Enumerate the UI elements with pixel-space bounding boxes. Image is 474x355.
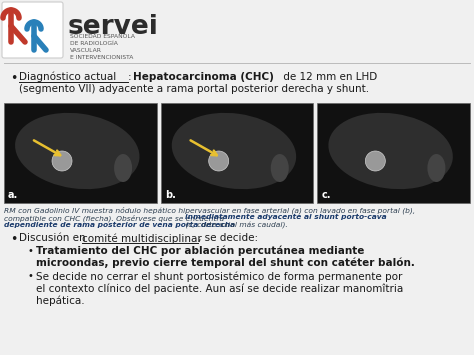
Ellipse shape <box>328 113 453 189</box>
Text: •: • <box>28 246 34 256</box>
Ellipse shape <box>172 113 296 189</box>
Ellipse shape <box>52 151 72 171</box>
Text: (c, corte axial más caudal).: (c, corte axial más caudal). <box>183 222 288 229</box>
Ellipse shape <box>15 113 139 189</box>
Text: RM con Gadolinio IV muestra nódulo hepático hipervascular en fase arterial (a) c: RM con Gadolinio IV muestra nódulo hepát… <box>4 206 415 213</box>
Text: microondas, previo cierre temporal del shunt con catéter balón.: microondas, previo cierre temporal del s… <box>36 258 415 268</box>
Text: servei: servei <box>68 14 159 40</box>
Text: , se decide:: , se decide: <box>198 233 258 243</box>
Text: b.: b. <box>164 190 175 200</box>
Bar <box>161 103 313 203</box>
Text: compatible con CHC (flecha). Obsérvese que se encuentra: compatible con CHC (flecha). Obsérvese q… <box>4 214 227 222</box>
Text: Diagnóstico actual: Diagnóstico actual <box>19 72 116 82</box>
FancyBboxPatch shape <box>2 2 63 58</box>
Bar <box>317 103 470 203</box>
Text: (segmento VII) adyacente a rama portal posterior derecha y shunt.: (segmento VII) adyacente a rama portal p… <box>19 84 369 94</box>
Text: SOCIEDAD ESPAÑOLA
DE RADIOLOGÍA
VASCULAR
E INTERVENCIONISTA: SOCIEDAD ESPAÑOLA DE RADIOLOGÍA VASCULAR… <box>70 34 135 60</box>
Ellipse shape <box>365 151 385 171</box>
Text: :: : <box>128 72 135 82</box>
Text: Discusión en: Discusión en <box>19 233 89 243</box>
Text: a.: a. <box>8 190 18 200</box>
Ellipse shape <box>428 154 446 182</box>
Ellipse shape <box>209 151 228 171</box>
Text: •: • <box>28 271 34 281</box>
Text: Tratamiento del CHC por ablación percutánea mediante: Tratamiento del CHC por ablación percutá… <box>36 246 365 257</box>
Text: el contexto clínico del paciente. Aun así se decide realizar manomîtria: el contexto clínico del paciente. Aun as… <box>36 283 403 294</box>
Text: •: • <box>10 233 18 246</box>
Text: hepática.: hepática. <box>36 295 85 306</box>
Text: comité multidisciplinar: comité multidisciplinar <box>82 233 202 244</box>
Text: Hepatocarcinoma (CHC): Hepatocarcinoma (CHC) <box>133 72 274 82</box>
Text: de 12 mm en LHD: de 12 mm en LHD <box>280 72 377 82</box>
Ellipse shape <box>271 154 289 182</box>
Text: •: • <box>10 72 18 85</box>
Text: c.: c. <box>321 190 331 200</box>
Text: Se decide no cerrar el shunt portosistémico de forma permanente por: Se decide no cerrar el shunt portosistém… <box>36 271 402 282</box>
Ellipse shape <box>114 154 132 182</box>
Text: dependiente de rama posterior de vena porta derecha: dependiente de rama posterior de vena po… <box>4 222 235 228</box>
Bar <box>4 103 157 203</box>
Text: inmediatamente adyacente al shunt porto-cava: inmediatamente adyacente al shunt porto-… <box>185 214 387 220</box>
